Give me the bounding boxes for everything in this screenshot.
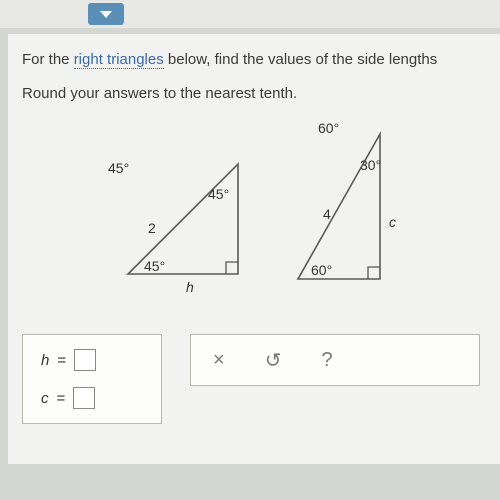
tri2-apex-angle: 30° bbox=[360, 157, 381, 173]
input-h[interactable] bbox=[74, 349, 96, 371]
tri2-hyp-label: 4 bbox=[323, 206, 331, 222]
triangle-2 bbox=[288, 134, 398, 294]
tri1-base-angle: 45° bbox=[144, 258, 165, 274]
eq-c: = bbox=[57, 390, 66, 407]
control-box: × ↺ ? bbox=[190, 334, 480, 386]
toolbar bbox=[0, 0, 500, 28]
tri1-base-label: h bbox=[186, 279, 194, 295]
answer-row-c: c = bbox=[41, 387, 143, 409]
chevron-down-icon bbox=[100, 11, 112, 18]
question-line2: Round your answers to the nearest tenth. bbox=[22, 82, 486, 106]
tri2-base-angle: 60° bbox=[311, 262, 332, 278]
tri1-topleft-angle: 45° bbox=[108, 160, 129, 176]
triangle-1 bbox=[118, 144, 258, 294]
help-button[interactable]: ? bbox=[321, 349, 332, 372]
question-line1-pre: For the bbox=[22, 51, 74, 68]
tri1-hyp-label: 2 bbox=[148, 220, 156, 236]
input-c[interactable] bbox=[73, 387, 95, 409]
answer-row-h: h = bbox=[41, 349, 143, 371]
question-text: For the right triangles below, find the … bbox=[22, 48, 486, 72]
reset-button[interactable]: ↺ bbox=[265, 348, 282, 373]
clear-button[interactable]: × bbox=[213, 349, 225, 372]
tri2-top-label: 60° bbox=[318, 120, 339, 136]
figure-area: 45° 45° 45° 2 h 60° 30° 60° 4 c bbox=[8, 124, 480, 324]
content-panel: For the right triangles below, find the … bbox=[8, 34, 500, 464]
question-line1-post: below, find the values of the side lengt… bbox=[164, 51, 438, 68]
eq-h: = bbox=[57, 352, 66, 369]
answer-box: h = c = bbox=[22, 334, 162, 424]
dropdown-button[interactable] bbox=[88, 3, 124, 25]
tri1-apex-angle: 45° bbox=[208, 186, 229, 202]
tri2-right-label: c bbox=[389, 214, 396, 230]
var-c: c bbox=[41, 390, 49, 407]
var-h: h bbox=[41, 352, 49, 369]
right-triangles-link[interactable]: right triangles bbox=[74, 51, 164, 69]
answer-area: h = c = × ↺ ? bbox=[8, 334, 480, 424]
